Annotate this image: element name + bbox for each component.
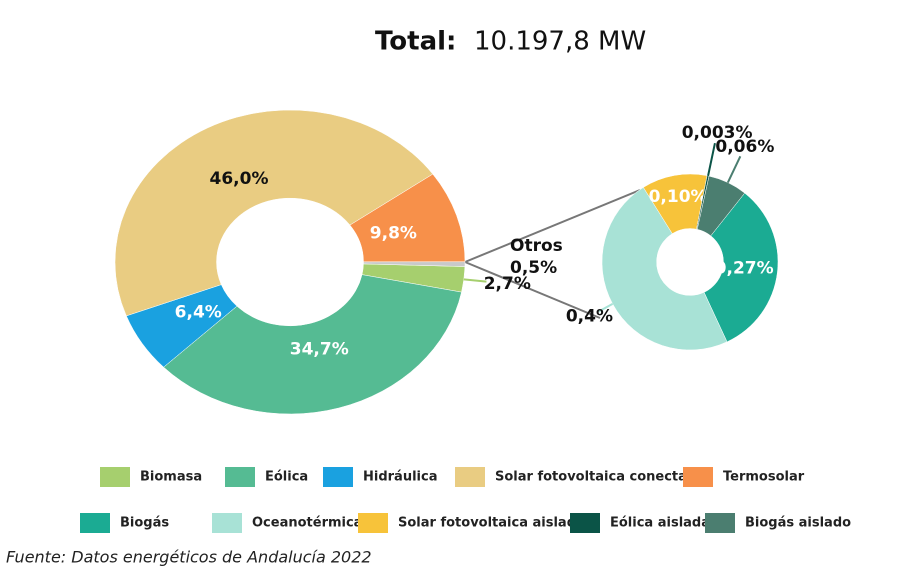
legend-swatch <box>358 513 388 533</box>
value-label: 0,003% <box>682 123 753 143</box>
legend-swatch <box>455 467 485 487</box>
legend-swatch <box>212 513 242 533</box>
legend-swatch <box>570 513 600 533</box>
legend-swatch <box>100 467 130 487</box>
legend-label: Solar fotovoltaica aislada <box>398 516 585 531</box>
slice <box>363 261 466 267</box>
leader-line <box>598 303 614 313</box>
slice-name: Otros <box>510 236 563 256</box>
slice <box>114 109 434 317</box>
legend-label: Solar fotovoltaica conectada <box>495 470 705 485</box>
value-label: 0,06% <box>715 137 774 157</box>
value-label: 46,0% <box>210 169 269 189</box>
value-label: 9,8% <box>370 223 417 243</box>
legend-swatch <box>225 467 255 487</box>
leader-line <box>463 278 487 283</box>
slice <box>601 187 728 351</box>
total-label: 10.197,8 MW <box>474 27 646 57</box>
slice <box>703 192 779 343</box>
legend-label: Termosolar <box>723 470 805 485</box>
value-label: 2,7% <box>484 274 531 294</box>
legend-label: Oceanotérmica <box>252 516 362 531</box>
slice <box>163 274 462 415</box>
legend-label: Eólica <box>265 470 308 485</box>
connector-line <box>464 261 601 319</box>
chart-title: Total: <box>375 27 456 57</box>
legend-label: Biogás aislado <box>745 516 851 531</box>
legend-swatch <box>323 467 353 487</box>
value-label: 0,5% <box>510 258 557 278</box>
legend-label: Hidráulica <box>363 470 437 485</box>
leader-line <box>726 155 742 183</box>
value-label: 0,4% <box>566 306 613 326</box>
legend-swatch <box>683 467 713 487</box>
legend-label: Biomasa <box>140 470 202 485</box>
value-label: 0,27% <box>715 258 774 278</box>
legend-swatch <box>705 513 735 533</box>
connector-line <box>464 189 641 263</box>
slice <box>696 175 746 237</box>
leader-line <box>707 142 716 177</box>
value-label: 6,4% <box>175 302 222 322</box>
legend-swatch <box>80 513 110 533</box>
value-label: 34,7% <box>290 340 349 360</box>
value-label: 0,10% <box>649 187 708 207</box>
legend-label: Eólica aislada <box>610 516 710 531</box>
source: Fuente: Datos energéticos de Andalucía 2… <box>6 548 372 567</box>
legend-label: Biogás <box>120 516 169 531</box>
